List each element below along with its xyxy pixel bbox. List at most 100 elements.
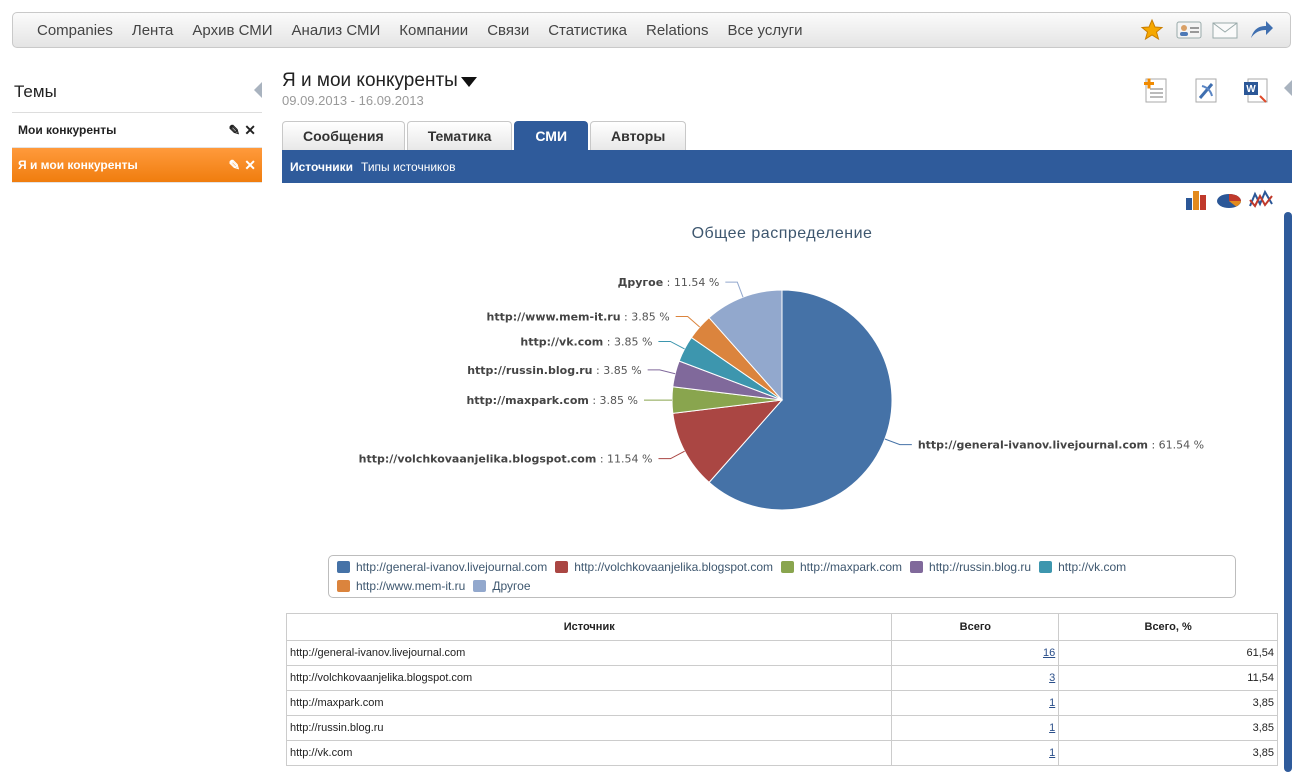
tab-messages[interactable]: Сообщения	[282, 121, 405, 150]
pie-chart: Общее распределение http://general-ivanov…	[359, 225, 1204, 511]
legend-item[interactable]: http://volchkovaanjelika.blogspot.com	[555, 560, 773, 574]
page-title[interactable]: Я и мои конкуренты	[282, 70, 477, 92]
word-export-icon[interactable]: W	[1242, 76, 1270, 104]
nav-companies-ru[interactable]: Компании	[399, 21, 469, 39]
total-count-link[interactable]: 3	[1049, 672, 1056, 684]
edit-icon[interactable]: ✎	[228, 157, 241, 173]
close-icon[interactable]: ✕	[244, 157, 256, 173]
nav-relations[interactable]: Relations	[645, 21, 709, 39]
cell-total-percent: 3,85	[1058, 715, 1278, 741]
cell-source: http://general-ivanov.livejournal.com	[285, 640, 893, 666]
add-document-icon[interactable]	[1142, 76, 1170, 104]
data-label-connector	[884, 438, 912, 446]
line-chart-icon[interactable]	[1248, 186, 1274, 212]
nav-all-services[interactable]: Все услуги	[727, 21, 803, 39]
legend-item[interactable]: http://russin.blog.ru	[910, 560, 1031, 574]
cell-total: 1	[891, 690, 1060, 716]
cell-total-percent: 3,85	[1058, 690, 1278, 716]
table-row: http://volchkovaanjelika.blogspot.com 3 11…	[285, 665, 1278, 691]
data-label-connector	[647, 369, 676, 375]
legend-label: http://general-ivanov.livejournal.com	[356, 560, 548, 574]
total-count-link[interactable]: 1	[1049, 747, 1056, 759]
share-arrow-icon[interactable]	[1248, 18, 1273, 42]
cell-source: http://russin.blog.ru	[285, 715, 893, 741]
nav-companies[interactable]: Companies	[37, 21, 113, 39]
column-header-source[interactable]: Источник	[285, 613, 893, 641]
tab-topics[interactable]: Тематика	[406, 121, 513, 150]
cell-total-percent: 11,54	[1058, 665, 1278, 691]
sources-table: Источник Всего Всего, % http://general-i…	[285, 613, 1278, 766]
data-label-connector	[675, 315, 700, 328]
legend-label: http://volchkovaanjelika.blogspot.com	[574, 560, 773, 574]
pie-slice[interactable]	[708, 289, 893, 511]
table-row: http://general-ivanov.livejournal.com 16 6…	[285, 640, 1278, 666]
data-label-connector	[658, 450, 685, 460]
legend-item[interactable]: http://maxpark.com	[781, 560, 902, 574]
cell-source: http://vk.com	[285, 740, 893, 766]
legend-label: Другое	[492, 579, 531, 593]
bar-chart-icon[interactable]	[1184, 186, 1210, 212]
table-row: http://maxpark.com 1 3,85	[285, 690, 1278, 716]
legend-swatch	[473, 580, 487, 592]
envelope-icon[interactable]	[1212, 18, 1238, 42]
top-navigation-bar: Companies Лента Архив СМИ Анализ СМИ Ком…	[12, 12, 1291, 48]
legend-swatch	[555, 561, 569, 573]
data-label: http://general-ivanov.livejournal.com : …	[918, 439, 1204, 452]
tab-bar: Сообщения Тематика СМИ Авторы	[282, 121, 688, 150]
contact-card-icon[interactable]	[1176, 18, 1202, 42]
total-count-link[interactable]: 1	[1049, 722, 1056, 734]
legend-label: http://vk.com	[1058, 560, 1127, 574]
data-label-connector	[658, 340, 685, 350]
table-header-row: Источник Всего Всего, %	[285, 613, 1278, 641]
legend-item[interactable]: http://general-ivanov.livejournal.com	[337, 560, 547, 574]
subtab-sources[interactable]: Источники	[290, 159, 354, 174]
nav-media-archive[interactable]: Архив СМИ	[192, 21, 273, 39]
nav-statistics[interactable]: Статистика	[548, 21, 627, 39]
cell-total: 16	[891, 640, 1060, 666]
cell-total: 1	[891, 715, 1060, 741]
legend-label: http://russin.blog.ru	[929, 560, 1032, 574]
close-icon[interactable]: ✕	[244, 122, 256, 138]
pie-chart-icon[interactable]	[1216, 186, 1242, 212]
nav-connections[interactable]: Связи	[487, 21, 530, 39]
legend-swatch	[910, 561, 924, 573]
page-title-text: Я и мои конкуренты	[282, 70, 458, 91]
cell-total-percent: 61,54	[1058, 640, 1278, 666]
sidebar-item-label: Я и мои конкуренты	[18, 158, 138, 172]
cell-total-percent: 3,85	[1058, 740, 1278, 766]
cell-source: http://maxpark.com	[285, 690, 893, 716]
data-label: http://volchkovaanjelika.blogspot.com : …	[359, 453, 653, 466]
nav-media-analysis[interactable]: Анализ СМИ	[291, 21, 381, 39]
legend-item[interactable]: http://www.mem-it.ru	[337, 579, 465, 593]
legend-swatch	[1039, 561, 1053, 573]
tab-authors[interactable]: Авторы	[590, 121, 687, 150]
data-label: http://russin.blog.ru : 3.85 %	[467, 364, 641, 377]
legend-item[interactable]: http://vk.com	[1039, 560, 1126, 574]
total-count-link[interactable]: 16	[1042, 647, 1056, 659]
chevron-down-icon[interactable]	[460, 77, 477, 87]
total-count-link[interactable]: 1	[1049, 697, 1056, 709]
data-label: http://maxpark.com : 3.85 %	[466, 394, 638, 407]
pie-slice[interactable]	[672, 399, 784, 484]
sidebar-item-label: Мои конкуренты	[18, 123, 117, 137]
panel-collapse-icon[interactable]	[1284, 80, 1292, 96]
rss-feed-icon[interactable]	[1192, 76, 1220, 104]
column-header-total-percent[interactable]: Всего, %	[1058, 613, 1278, 641]
sidebar-item-my-competitors[interactable]: Мои конкуренты ✎ ✕	[12, 113, 262, 148]
star-icon[interactable]	[1140, 18, 1164, 42]
main-content: Я и мои конкуренты 09.09.2013 - 16.09.20…	[282, 66, 1292, 776]
edit-icon[interactable]: ✎	[228, 122, 241, 138]
legend-label: http://maxpark.com	[800, 560, 903, 574]
nav-feed[interactable]: Лента	[131, 21, 174, 39]
column-header-total[interactable]: Всего	[891, 613, 1060, 641]
data-label-connector	[725, 281, 744, 298]
sidebar-collapse-icon[interactable]	[254, 82, 262, 98]
vertical-scrollbar[interactable]	[1284, 212, 1292, 772]
sidebar-item-me-and-competitors[interactable]: Я и мои конкуренты ✎ ✕	[12, 148, 262, 183]
chart-legend: http://general-ivanov.livejournal.com htt…	[328, 555, 1236, 598]
tab-media[interactable]: СМИ	[514, 121, 589, 150]
table-row: http://russin.blog.ru 1 3,85	[285, 715, 1278, 741]
data-label: http://www.mem-it.ru : 3.85 %	[487, 310, 670, 323]
subtab-source-types[interactable]: Типы источников	[361, 159, 456, 174]
legend-item[interactable]: Другое	[473, 579, 531, 593]
